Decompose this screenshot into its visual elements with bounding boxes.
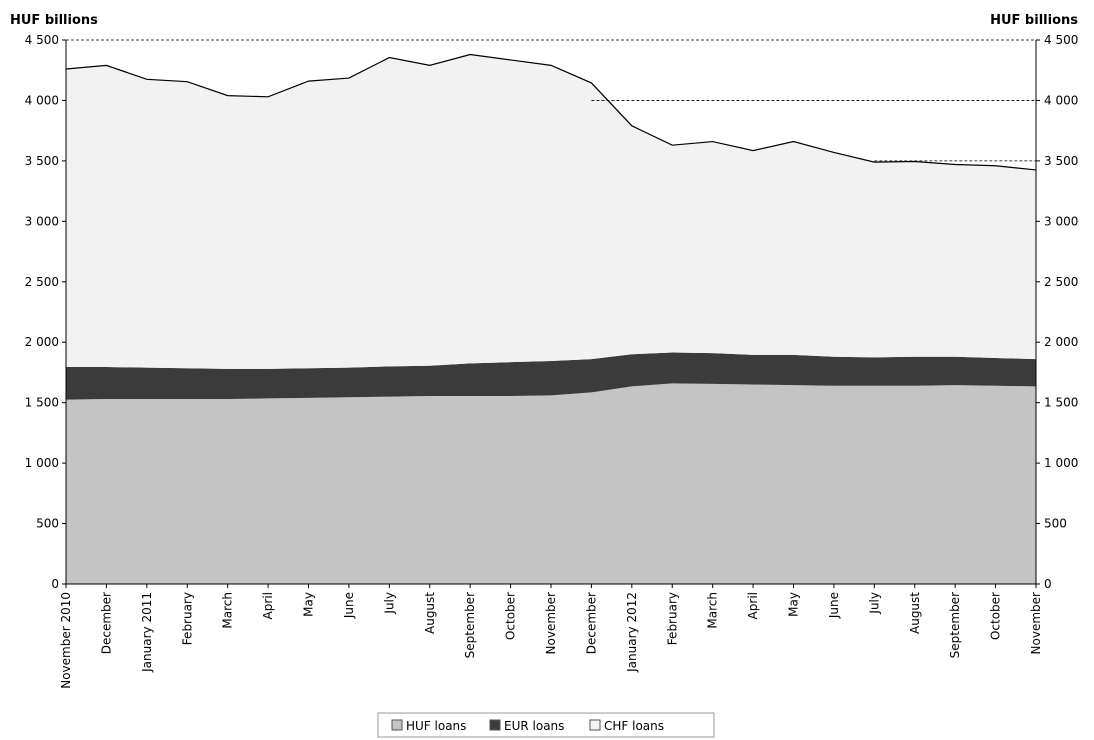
y-tick-label-left: 3 000: [25, 214, 59, 228]
y-tick-label-left: 1 000: [25, 456, 59, 470]
x-tick-label: November: [544, 592, 558, 654]
legend: HUF loans EUR loans CHF loans: [377, 712, 715, 738]
legend-label-chf-loans: CHF loans: [604, 719, 664, 733]
legend-box: [377, 712, 715, 738]
x-tick-label: June: [827, 592, 841, 619]
x-tick-label: November 2010: [59, 592, 73, 689]
y-tick-label-right: 500: [1044, 517, 1067, 531]
y-tick-label-left: 0: [51, 577, 59, 591]
x-tick-label: January 2011: [140, 592, 154, 673]
legend-label-huf-loans: HUF loans: [406, 719, 466, 733]
y-tick-label-right: 2 000: [1044, 335, 1078, 349]
x-tick-label: September: [463, 592, 477, 658]
x-tick-label: May: [302, 592, 316, 617]
x-tick-label: September: [948, 592, 962, 658]
x-tick-label: July: [867, 592, 881, 615]
x-tick-label: May: [787, 592, 801, 617]
x-ticks: November 2010 December January 2011 Februar…: [59, 584, 1043, 689]
x-tick-label: October: [504, 592, 518, 640]
y-tick-label-right: 4 000: [1044, 93, 1078, 107]
y-tick-label-left: 2 000: [25, 335, 59, 349]
plot-areas: [65, 53, 1037, 584]
y-tick-label-left: 1 500: [25, 396, 59, 410]
x-tick-label: April: [746, 592, 760, 619]
x-tick-label: December: [99, 592, 113, 654]
legend-swatch-eur-loans: [489, 719, 501, 731]
y-tick-label-left: 4 500: [25, 33, 59, 47]
total-outline: [65, 53, 1037, 171]
y-axis-title-right: HUF billions: [990, 13, 1078, 28]
x-tick-label: April: [261, 592, 275, 619]
x-tick-label: June: [342, 592, 356, 619]
y-tick-label-right: 3 500: [1044, 154, 1078, 168]
y-tick-label-left: 2 500: [25, 275, 59, 289]
reference-lines: [66, 39, 1036, 162]
x-tick-label: November: [1029, 592, 1043, 654]
y-tick-label-right: 3 000: [1044, 214, 1078, 228]
x-tick-label: February: [665, 592, 679, 645]
x-tick-label: October: [989, 592, 1003, 640]
x-tick-label: August: [423, 592, 437, 634]
x-tick-label: March: [706, 592, 720, 629]
y-tick-label-right: 1 000: [1044, 456, 1078, 470]
y-tick-label-right: 4 500: [1044, 33, 1078, 47]
legend-swatch-chf-loans: [589, 719, 601, 731]
y-tick-label-right: 1 500: [1044, 396, 1078, 410]
legend-label-eur-loans: EUR loans: [504, 719, 564, 733]
x-tick-label: August: [908, 592, 922, 634]
y-tick-label-left: 500: [36, 517, 59, 531]
x-tick-label: March: [221, 592, 235, 629]
area-chf-loans: [66, 54, 1036, 369]
x-tick-label: December: [584, 592, 598, 654]
y-axis-title-left: HUF billions: [10, 13, 98, 28]
y-tick-label-left: 4 000: [25, 93, 59, 107]
y-ticks: 0 0 500 500 1 000 1 000 1 500 1 500 2 000 2 000 2 …: [25, 33, 1079, 591]
x-tick-label: February: [180, 592, 194, 645]
area-eur-loans: [66, 352, 1036, 400]
x-tick-label: January 2012: [625, 592, 639, 673]
y-tick-label-left: 3 500: [25, 154, 59, 168]
y-tick-label-right: 2 500: [1044, 275, 1078, 289]
x-tick-label: July: [382, 592, 396, 615]
y-tick-label-right: 0: [1044, 577, 1052, 591]
legend-swatch-huf-loans: [391, 719, 403, 731]
area-huf-loans: [66, 383, 1036, 584]
